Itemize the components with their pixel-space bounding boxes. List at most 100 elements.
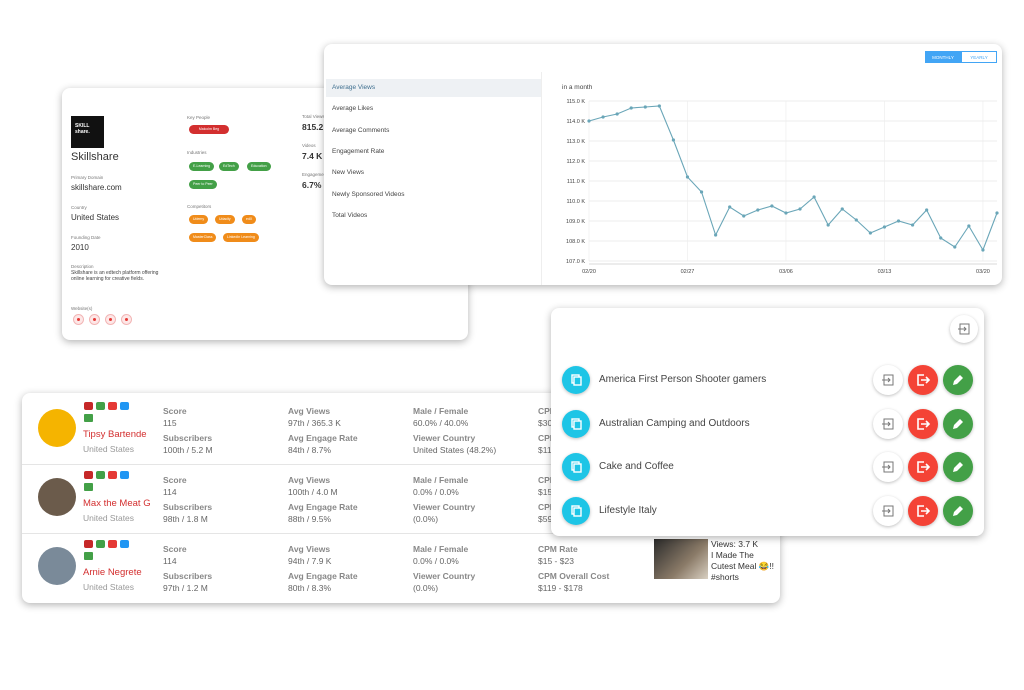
edit-button[interactable] (943, 365, 973, 395)
field-value: 2010 (71, 243, 89, 252)
y-tick-label: 107.0 K (566, 259, 585, 265)
metric-item[interactable]: Engagement Rate (332, 147, 385, 155)
point (812, 195, 816, 199)
platform-icon (96, 471, 105, 479)
point (854, 218, 858, 222)
section-label: Competitors (187, 204, 212, 209)
point (671, 138, 676, 142)
platform-icon (120, 402, 129, 410)
key-person-pill: Malcolm Beg (189, 125, 229, 134)
card-header: My Groups (551, 308, 984, 352)
platform-icon (108, 402, 117, 410)
point (643, 105, 647, 109)
metric-item[interactable]: Average Comments (332, 126, 390, 134)
field-label: Website(s) (71, 306, 93, 311)
point (896, 219, 901, 223)
icon (953, 418, 963, 429)
website-icon[interactable] (105, 314, 116, 325)
edit-button[interactable] (943, 495, 973, 526)
video-title: I Made The Cutest Meal 😂!! #shorts (711, 550, 775, 582)
icon-dot (109, 318, 112, 321)
competitor-pill: Udemy (189, 215, 209, 224)
website-icon[interactable] (73, 314, 84, 325)
icon (571, 374, 582, 386)
leave-button[interactable] (908, 495, 938, 526)
creator-country: United States (83, 582, 135, 592)
icon (953, 375, 963, 385)
point (925, 208, 929, 212)
creator-name[interactable]: Tipsy Bartende (83, 429, 147, 440)
point (714, 233, 718, 237)
icon-shape (953, 462, 963, 472)
icon (571, 461, 582, 473)
icon-dot (93, 318, 96, 321)
logo-text: share. (75, 129, 90, 135)
join-button[interactable] (873, 408, 903, 439)
y-tick-label: 114.0 K (566, 119, 585, 125)
icon (882, 418, 894, 429)
point (868, 231, 872, 235)
stat-label: Avg Views (288, 544, 331, 554)
metric-item[interactable]: Newly Sponsored Videos (332, 190, 405, 198)
stat-label: Avg Views (288, 406, 331, 416)
join-button[interactable] (873, 365, 903, 395)
logo-text: SKILL (75, 123, 90, 129)
creator-name[interactable]: Max the Meat G (83, 498, 151, 509)
icon-dot (125, 318, 128, 321)
group-name: Lifestyle Italy (599, 504, 657, 516)
competitor-pill: MasterClass (189, 233, 217, 242)
header-button[interactable] (950, 315, 978, 343)
stat-label: Avg Engage Rate (288, 571, 358, 581)
edit-button[interactable] (943, 452, 973, 482)
industry-pill: EdTech (219, 162, 239, 171)
metric-item[interactable]: Average Likes (332, 105, 374, 113)
toggle-button[interactable]: YEARLY (961, 51, 997, 63)
row-divider (22, 464, 780, 465)
leave-button[interactable] (908, 365, 938, 395)
group-icon (562, 366, 590, 394)
y-tick-label: 110.0 K (566, 199, 585, 205)
leave-button[interactable] (908, 408, 938, 439)
industry-pill: Education (247, 162, 271, 171)
stat-label: Subscribers (163, 433, 213, 443)
creator-country: United States (83, 444, 135, 454)
metric-item[interactable]: Average Views (326, 79, 541, 97)
icon (882, 505, 894, 516)
point (840, 207, 844, 211)
field-value: United States (71, 213, 120, 222)
join-button[interactable] (873, 495, 903, 526)
group-icon (562, 453, 590, 481)
platform-icon (84, 414, 93, 422)
y-tick-label: 113.0 K (566, 139, 585, 145)
website-icon[interactable] (89, 314, 100, 325)
group-icon (562, 496, 590, 525)
row-divider (22, 533, 780, 534)
icon-shape (953, 418, 963, 429)
group-icon (562, 409, 590, 438)
icon-shape (953, 505, 963, 516)
platform-icon (84, 471, 93, 479)
stat-value: 80th / 8.3% (288, 583, 332, 593)
icon-shape (573, 376, 582, 386)
edit-button[interactable] (943, 408, 973, 439)
stat-label: Avg Engage Rate (288, 502, 358, 512)
join-button[interactable] (873, 452, 903, 482)
icon-shape (917, 417, 931, 430)
stat-value: $59 (538, 514, 553, 524)
icon-shape (953, 375, 963, 385)
group-name: America First Person Shooter gamers (599, 374, 767, 385)
metric-item[interactable]: Total Videos (332, 211, 368, 219)
stat-label: Subscribers (163, 571, 213, 581)
website-icon[interactable] (121, 314, 132, 325)
avatar (38, 409, 76, 447)
toggle-button[interactable]: MONTHLY (925, 51, 961, 63)
stat-value: 115 (163, 418, 177, 428)
creator-name[interactable]: Arnie Negrete (83, 567, 142, 578)
metric-item[interactable]: New Views (332, 169, 365, 177)
point (685, 175, 690, 179)
leave-button[interactable] (908, 452, 938, 482)
brand-name: Skillshare (71, 151, 119, 163)
stat-value: 7.4 K (302, 151, 323, 161)
video-views: Views: 3.7 K (711, 539, 759, 549)
stat-value: 94th / 7.9 K (288, 556, 332, 566)
